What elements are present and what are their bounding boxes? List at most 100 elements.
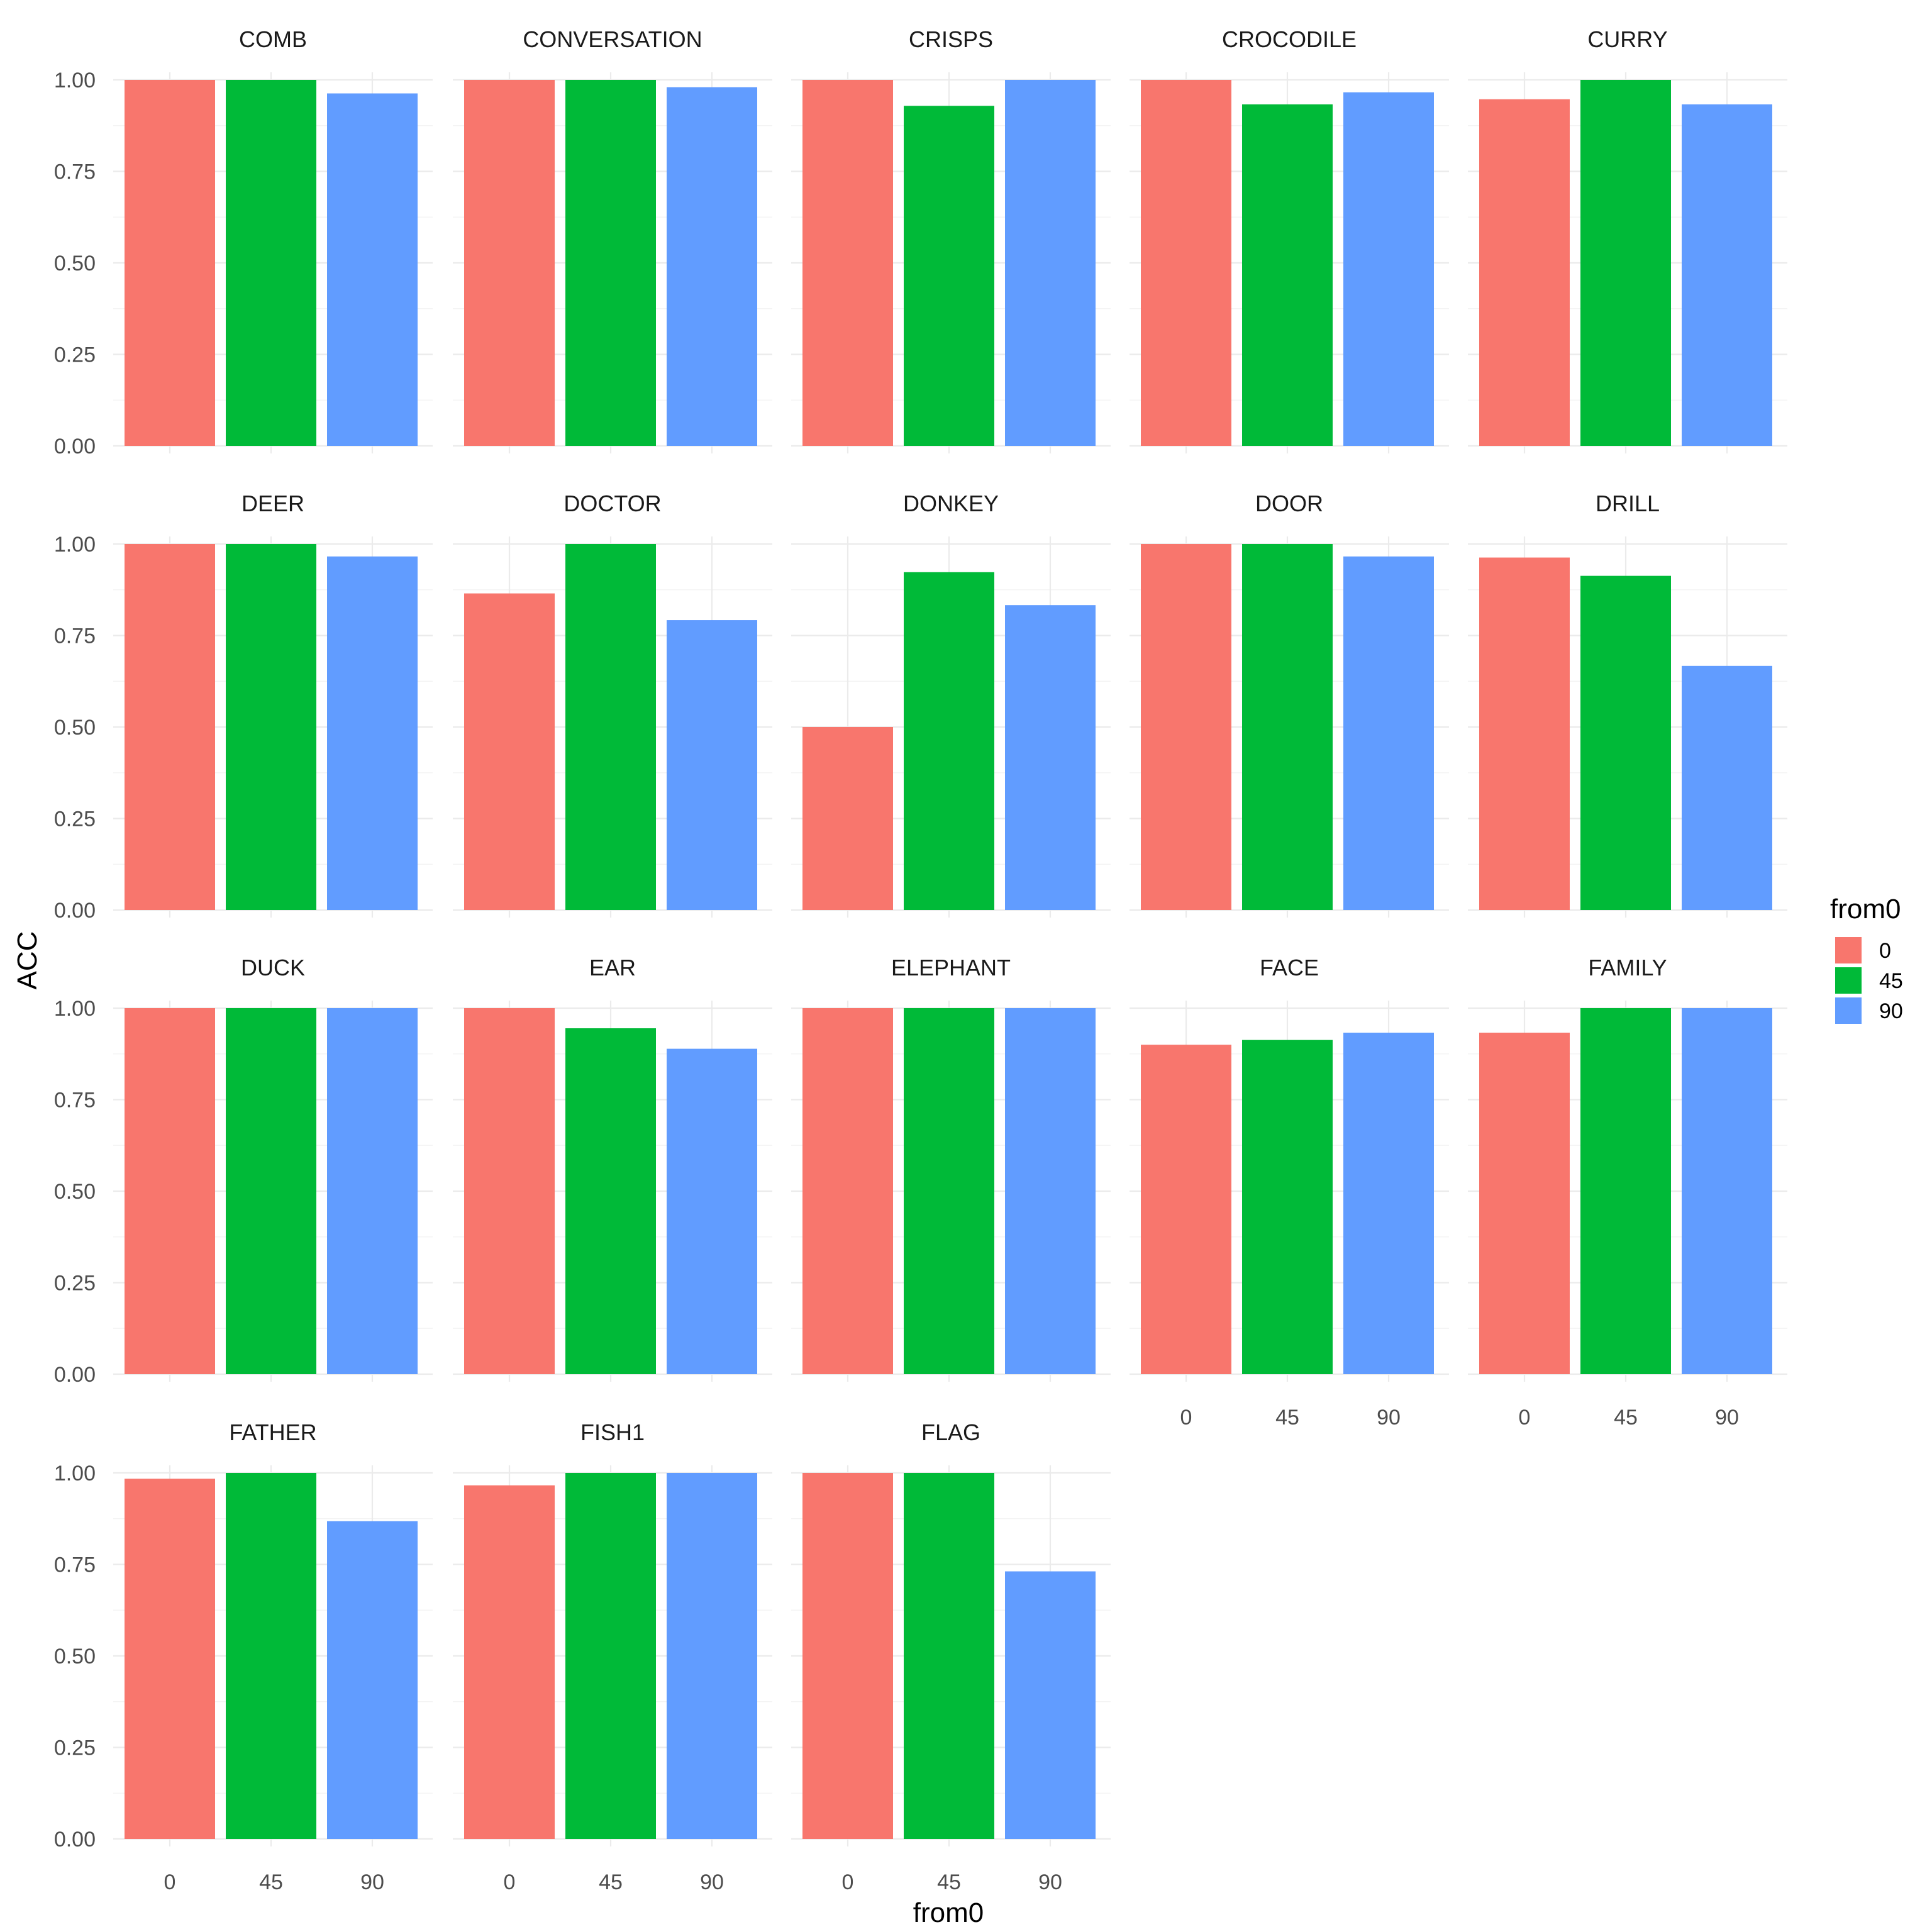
facet-strip-title: DOCTOR [564, 491, 661, 516]
x-tick-label: 90 [1377, 1406, 1401, 1430]
facet-panel: DUCK 0.00 0.25 0.50 0.75 1.00 [54, 955, 433, 1387]
bar-0 [125, 1479, 215, 1839]
bar-45 [1580, 80, 1671, 446]
bar-0 [125, 544, 215, 910]
x-tick-label: 45 [599, 1870, 623, 1894]
facets-layer: COMB 0.00 0.25 0.50 0.75 1.00 CONVERSATION CRIS… [54, 26, 1787, 1894]
bar-90 [1343, 556, 1434, 910]
facet-panel: COMB 0.00 0.25 0.50 0.75 1.00 [54, 26, 433, 458]
legend: from0 0 45 90 [1830, 894, 1903, 1024]
x-tick-label: 0 [842, 1870, 854, 1894]
y-tick-label: 0.00 [54, 1363, 96, 1387]
bar-90 [1005, 1008, 1096, 1374]
facet-panel: CURRY [1468, 26, 1787, 453]
bar-0 [464, 593, 555, 910]
y-tick-label: 0.50 [54, 1645, 96, 1668]
y-tick-label: 0.25 [54, 1272, 96, 1296]
facet-panel: CRISPS [791, 26, 1111, 453]
x-tick-label: 0 [1180, 1406, 1192, 1430]
bar-90 [667, 87, 757, 446]
x-axis-title: from0 [913, 1897, 984, 1928]
facet-strip-title: DUCK [241, 955, 305, 980]
bar-0 [1141, 1045, 1231, 1374]
bar-0 [802, 727, 893, 910]
facet-panel: DRILL [1468, 491, 1787, 918]
bar-90 [1005, 1571, 1096, 1839]
facet-panel: DEER 0.00 0.25 0.50 0.75 1.00 [54, 491, 433, 923]
y-tick-label: 0.25 [54, 343, 96, 367]
y-tick-label: 1.00 [54, 533, 96, 557]
y-tick-label: 0.25 [54, 808, 96, 831]
y-tick-label: 0.00 [54, 1828, 96, 1852]
bar-90 [1682, 665, 1772, 910]
bar-90 [1343, 92, 1434, 447]
facet-panel: FLAG 0 45 90 [791, 1419, 1111, 1894]
bar-90 [1682, 1008, 1772, 1374]
facet-strip-title: FLAG [921, 1419, 980, 1445]
facet-strip-title: FATHER [229, 1419, 316, 1445]
bar-90 [667, 620, 757, 910]
facet-panel: CONVERSATION [453, 26, 772, 453]
y-tick-label: 0.75 [54, 1553, 96, 1577]
facet-strip-title: DRILL [1596, 491, 1660, 516]
bar-45 [1580, 575, 1671, 910]
bar-45 [904, 572, 994, 910]
bar-45 [226, 1473, 316, 1839]
bar-90 [327, 556, 418, 910]
facet-strip-title: DOOR [1255, 491, 1323, 516]
facet-strip-title: CURRY [1587, 26, 1667, 52]
x-tick-label: 45 [1614, 1406, 1638, 1430]
y-tick-label: 0.25 [54, 1736, 96, 1760]
y-tick-label: 1.00 [54, 69, 96, 92]
legend-label: 45 [1879, 969, 1903, 993]
bar-0 [125, 1008, 215, 1374]
facet-strip-title: EAR [589, 955, 636, 980]
bar-90 [327, 93, 418, 446]
bar-0 [1479, 99, 1570, 446]
facet-strip-title: DONKEY [903, 491, 999, 516]
bar-0 [1479, 1032, 1570, 1374]
bar-45 [1242, 544, 1333, 910]
legend-swatch [1835, 967, 1862, 994]
bar-90 [1005, 605, 1096, 910]
bar-0 [802, 1008, 893, 1374]
facet-strip-title: CROCODILE [1222, 26, 1357, 52]
x-tick-label: 90 [1038, 1870, 1062, 1894]
bar-45 [1580, 1008, 1671, 1374]
x-tick-label: 90 [360, 1870, 384, 1894]
bar-45 [565, 544, 656, 910]
facet-panel: FISH1 0 45 90 [453, 1419, 772, 1894]
x-tick-label: 45 [937, 1870, 961, 1894]
x-tick-label: 0 [504, 1870, 516, 1894]
y-tick-label: 0.50 [54, 1180, 96, 1204]
facet-panel: FAMILY 0 45 90 [1468, 955, 1787, 1430]
facet-strip-title: FAMILY [1588, 955, 1667, 980]
bar-45 [565, 80, 656, 446]
bar-45 [1242, 104, 1333, 446]
bar-0 [1479, 557, 1570, 910]
x-tick-label: 90 [700, 1870, 724, 1894]
y-tick-label: 1.00 [54, 997, 96, 1021]
legend-label: 90 [1879, 999, 1903, 1023]
x-tick-label: 0 [1519, 1406, 1531, 1430]
facet-panel: ELEPHANT [791, 955, 1111, 1382]
y-tick-label: 0.50 [54, 252, 96, 275]
facet-panel: CROCODILE [1130, 26, 1449, 453]
bar-90 [1005, 80, 1096, 446]
facet-panel: EAR [453, 955, 772, 1382]
facet-strip-title: FISH1 [580, 1419, 645, 1445]
facet-strip-title: DEER [242, 491, 304, 516]
bar-45 [226, 80, 316, 446]
bar-0 [464, 1008, 555, 1374]
y-tick-label: 1.00 [54, 1462, 96, 1485]
legend-swatch [1835, 997, 1862, 1024]
bar-45 [565, 1473, 656, 1839]
legend-title: from0 [1830, 894, 1901, 924]
x-tick-label: 90 [1715, 1406, 1739, 1430]
bar-90 [1343, 1032, 1434, 1374]
bar-45 [904, 106, 994, 446]
facet-strip-title: FACE [1260, 955, 1319, 980]
facet-panel: DOOR [1130, 491, 1449, 918]
bar-45 [565, 1028, 656, 1374]
